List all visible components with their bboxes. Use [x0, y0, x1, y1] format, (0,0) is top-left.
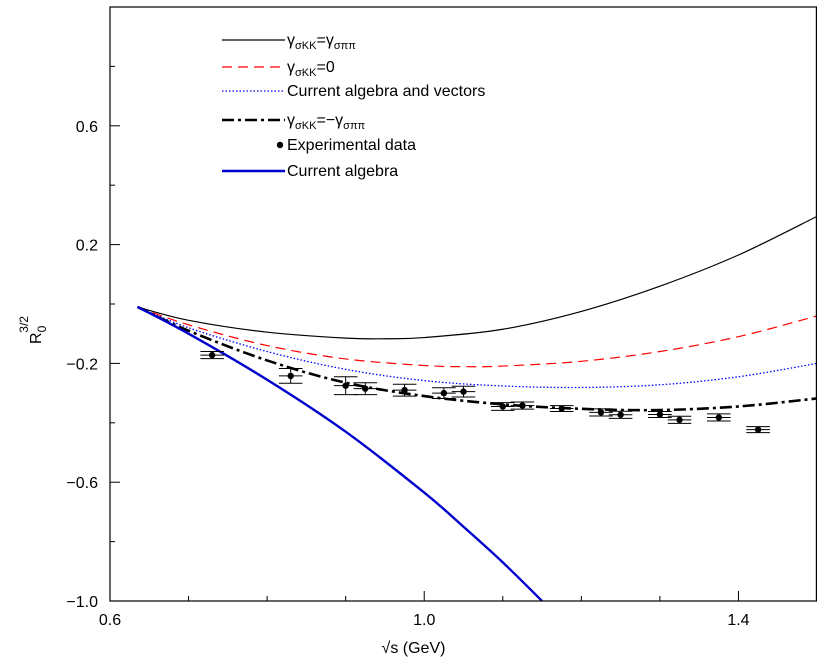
y-tick-label: −0.2 — [66, 356, 98, 373]
data-marker — [499, 403, 506, 410]
data-point — [549, 405, 574, 413]
data-point — [200, 351, 224, 360]
data-marker — [519, 402, 526, 409]
data-marker — [558, 405, 565, 412]
legend-entry: γσKK=−γσππ — [222, 112, 366, 132]
data-marker — [715, 414, 723, 421]
tick-labels: 0.6 1.0 1.4 −1.0 −0.6 −0.2 0.2 0.6 — [66, 119, 749, 629]
series-line-3 — [136, 305, 817, 412]
data-marker — [754, 426, 762, 433]
y-axis-label: R03/2 — [17, 316, 49, 344]
y-tick-label: −1.0 — [66, 594, 98, 611]
series-line-2 — [137, 306, 817, 389]
data-marker — [656, 411, 664, 418]
axis-ticks — [109, 65, 739, 602]
legend-label: γσKK=−γσππ — [287, 112, 366, 132]
data-marker — [440, 389, 448, 397]
x-tick-label: 0.6 — [99, 612, 121, 629]
legend: γσKK=γσππ γσKK=0 Current algebra and vecto… — [222, 32, 485, 180]
legend-label: Current algebra and vectors — [287, 83, 485, 100]
data-marker — [401, 386, 408, 394]
series-line-0 — [137, 215, 817, 340]
data-marker — [597, 409, 605, 416]
plot-content — [136, 215, 817, 601]
data-marker — [208, 351, 216, 359]
legend-entry: γσKK=γσππ — [222, 32, 356, 52]
data-point — [746, 426, 770, 434]
data-point — [707, 413, 731, 422]
legend-entry: Current algebra and vectors — [222, 83, 485, 100]
data-point — [278, 367, 303, 384]
data-point — [451, 385, 476, 398]
x-tick-label: 1.0 — [413, 612, 435, 629]
data-point — [608, 410, 633, 419]
legend-entry: γσKK=0 — [222, 59, 335, 79]
data-point — [510, 401, 535, 410]
legend-entry: Current algebra — [222, 163, 398, 180]
legend-marker — [276, 141, 284, 149]
data-marker — [676, 416, 683, 424]
legend-label: γσKK=γσππ — [287, 32, 356, 52]
legend-label: γσKK=0 — [287, 59, 335, 79]
legend-entry: Experimental data — [276, 137, 416, 154]
data-point — [648, 411, 672, 418]
x-axis-label: √s (GeV) — [382, 640, 446, 657]
data-point — [490, 402, 515, 411]
data-marker — [362, 385, 369, 392]
data-marker — [460, 388, 467, 395]
legend-label: Experimental data — [287, 137, 416, 154]
data-point — [589, 408, 613, 417]
y-tick-label: 0.6 — [76, 119, 98, 136]
series-line-1 — [137, 306, 817, 368]
data-point — [353, 382, 378, 396]
data-point — [392, 383, 417, 397]
x-tick-label: 1.4 — [727, 612, 749, 629]
series-line-4 — [136, 305, 543, 601]
y-tick-label: −0.6 — [66, 475, 98, 492]
legend-label: Current algebra — [287, 163, 398, 180]
y-tick-label: 0.2 — [76, 238, 98, 255]
data-marker — [342, 382, 349, 389]
data-marker — [617, 411, 624, 418]
data-point — [432, 387, 456, 399]
data-point — [667, 415, 692, 424]
data-marker — [287, 372, 294, 380]
